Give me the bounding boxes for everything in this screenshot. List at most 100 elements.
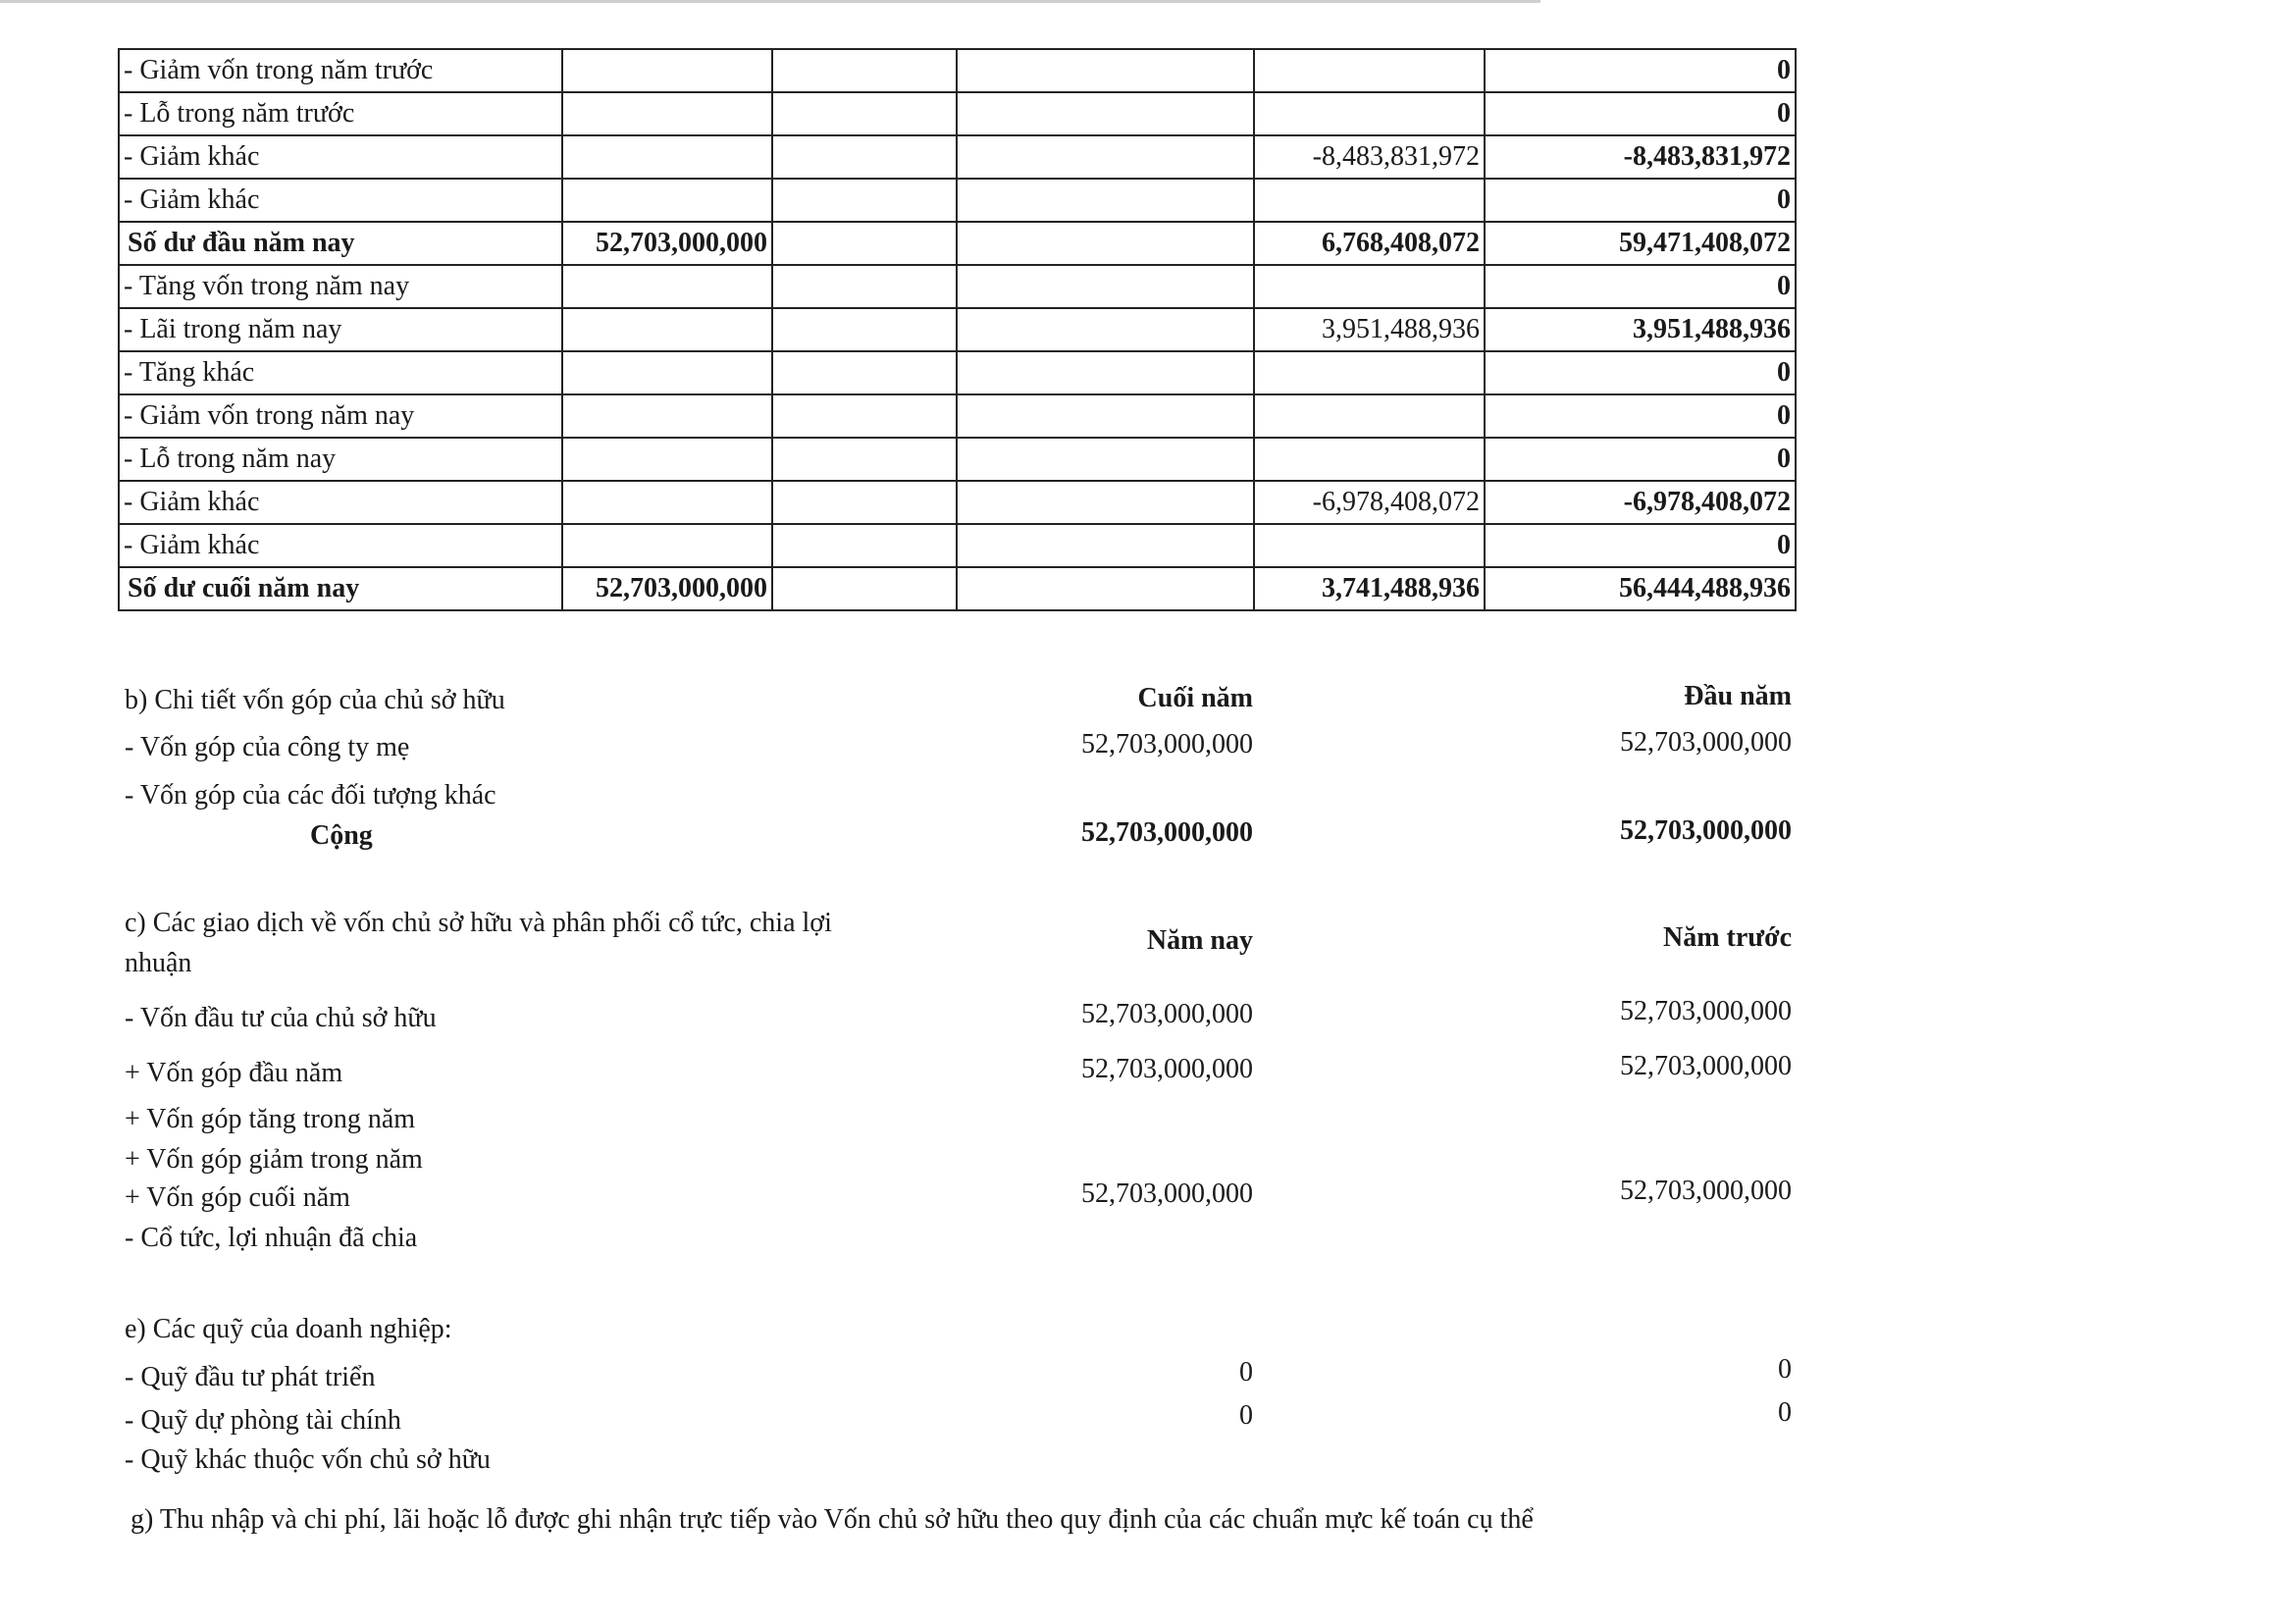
- row-label: - Lãi trong năm nay: [118, 307, 563, 352]
- cell-col2: [771, 178, 958, 223]
- row-label: - Tăng vốn trong năm nay: [118, 264, 563, 309]
- cell-total: 0: [1484, 48, 1797, 93]
- cell-owner-capital: [561, 480, 773, 525]
- row-label: - Giảm khác: [118, 523, 563, 568]
- row-value: 0: [1239, 1357, 1253, 1387]
- row-label: - Giảm vốn trong năm trước: [118, 48, 563, 93]
- table-row: - Tăng khác 0: [118, 350, 1797, 395]
- row-label: - Quỹ khác thuộc vốn chủ sở hữu: [125, 1444, 491, 1475]
- cell-owner-capital: [561, 523, 773, 568]
- cell-col2: [771, 307, 958, 352]
- cell-col3: [956, 523, 1255, 568]
- cell-col3: [956, 437, 1255, 482]
- column-header-start-of-year: Đầu năm: [1684, 681, 1792, 711]
- cell-total: 0: [1484, 437, 1797, 482]
- cell-owner-capital: [561, 48, 773, 93]
- row-value: 52,703,000,000: [1620, 1051, 1792, 1081]
- cell-retained-earnings: [1253, 178, 1486, 223]
- cell-owner-capital: [561, 307, 773, 352]
- row-value: 52,703,000,000: [1620, 1176, 1792, 1206]
- total-value: 52,703,000,000: [1081, 817, 1253, 848]
- cell-retained-earnings: 3,741,488,936: [1253, 566, 1486, 611]
- cell-owner-capital: [561, 178, 773, 223]
- equity-changes-table: - Giảm vốn trong năm trước 0- Lỗ trong nă…: [118, 48, 1797, 611]
- row-value: 0: [1778, 1397, 1792, 1428]
- row-value: 52,703,000,000: [1081, 1178, 1253, 1209]
- table-row: - Giảm vốn trong năm nay 0: [118, 393, 1797, 439]
- cell-col2: [771, 221, 958, 266]
- total-label: Cộng: [310, 820, 373, 851]
- column-header-end-of-year: Cuối năm: [1137, 683, 1253, 713]
- table-row: - Giảm khác 0: [118, 178, 1797, 223]
- row-label: - Vốn đầu tư của chủ sở hữu: [125, 1003, 437, 1033]
- cell-col2: [771, 437, 958, 482]
- section-c-title-cont: nhuận: [125, 948, 192, 978]
- cell-col3: [956, 91, 1255, 136]
- cell-col3: [956, 134, 1255, 180]
- cell-col3: [956, 48, 1255, 93]
- section-b-title: b) Chi tiết vốn góp của chủ sở hữu: [125, 685, 505, 715]
- row-label: Số dư cuối năm nay: [118, 566, 563, 611]
- cell-owner-capital: [561, 134, 773, 180]
- cell-col3: [956, 307, 1255, 352]
- row-label: - Tăng khác: [118, 350, 563, 395]
- cell-retained-earnings: 3,951,488,936: [1253, 307, 1486, 352]
- cell-total: 3,951,488,936: [1484, 307, 1797, 352]
- cell-total: 56,444,488,936: [1484, 566, 1797, 611]
- row-value: 0: [1778, 1354, 1792, 1385]
- cell-retained-earnings: [1253, 437, 1486, 482]
- row-value: 52,703,000,000: [1081, 729, 1253, 759]
- cell-retained-earnings: [1253, 91, 1486, 136]
- row-value: 52,703,000,000: [1620, 996, 1792, 1026]
- cell-col3: [956, 221, 1255, 266]
- cell-total: 0: [1484, 178, 1797, 223]
- cell-retained-earnings: [1253, 48, 1486, 93]
- table-row: Số dư cuối năm nay 52,703,000,000 3,741,48…: [118, 566, 1797, 611]
- table-row: - Giảm khác 0: [118, 523, 1797, 568]
- row-label: Số dư đầu năm nay: [118, 221, 563, 266]
- row-label: - Quỹ đầu tư phát triển: [125, 1362, 376, 1392]
- cell-total: 0: [1484, 264, 1797, 309]
- cell-col2: [771, 566, 958, 611]
- cell-total: 59,471,408,072: [1484, 221, 1797, 266]
- row-label: + Vốn góp tăng trong năm: [125, 1104, 416, 1134]
- table-row: - Lỗ trong năm nay 0: [118, 437, 1797, 482]
- cell-col3: [956, 264, 1255, 309]
- cell-retained-earnings: -8,483,831,972: [1253, 134, 1486, 180]
- page-top-edge: [0, 0, 1540, 3]
- cell-total: 0: [1484, 350, 1797, 395]
- table-row: - Lãi trong năm nay 3,951,488,936 3,951,48…: [118, 307, 1797, 352]
- section-g-title: g) Thu nhập và chi phí, lãi hoặc lỗ được…: [130, 1504, 1534, 1535]
- cell-total: 0: [1484, 91, 1797, 136]
- column-header-last-year: Năm trước: [1662, 922, 1792, 953]
- cell-col2: [771, 393, 958, 439]
- cell-col3: [956, 393, 1255, 439]
- cell-owner-capital: [561, 437, 773, 482]
- row-value: 0: [1239, 1400, 1253, 1431]
- cell-owner-capital: 52,703,000,000: [561, 221, 773, 266]
- row-label: - Giảm khác: [118, 178, 563, 223]
- row-value: 52,703,000,000: [1081, 999, 1253, 1029]
- row-label: - Giảm khác: [118, 134, 563, 180]
- cell-col2: [771, 91, 958, 136]
- section-c-title: c) Các giao dịch về vốn chủ sở hữu và ph…: [125, 908, 832, 938]
- cell-retained-earnings: [1253, 523, 1486, 568]
- row-value: 52,703,000,000: [1620, 727, 1792, 758]
- row-label: - Cổ tức, lợi nhuận đã chia: [125, 1223, 418, 1253]
- cell-owner-capital: 52,703,000,000: [561, 566, 773, 611]
- cell-total: 0: [1484, 523, 1797, 568]
- row-label: - Vốn góp của các đối tượng khác: [125, 780, 496, 811]
- cell-col2: [771, 480, 958, 525]
- row-label: + Vốn góp giảm trong năm: [125, 1144, 423, 1175]
- cell-col2: [771, 264, 958, 309]
- table-row: - Tăng vốn trong năm nay 0: [118, 264, 1797, 309]
- cell-col2: [771, 48, 958, 93]
- table-row: - Lỗ trong năm trước 0: [118, 91, 1797, 136]
- table-row: - Giảm khác -6,978,408,072 -6,978,408,072: [118, 480, 1797, 525]
- cell-retained-earnings: [1253, 393, 1486, 439]
- row-label: - Giảm khác: [118, 480, 563, 525]
- row-label: - Quỹ dự phòng tài chính: [125, 1405, 401, 1436]
- row-label: + Vốn góp đầu năm: [125, 1058, 343, 1088]
- cell-col2: [771, 523, 958, 568]
- cell-col3: [956, 480, 1255, 525]
